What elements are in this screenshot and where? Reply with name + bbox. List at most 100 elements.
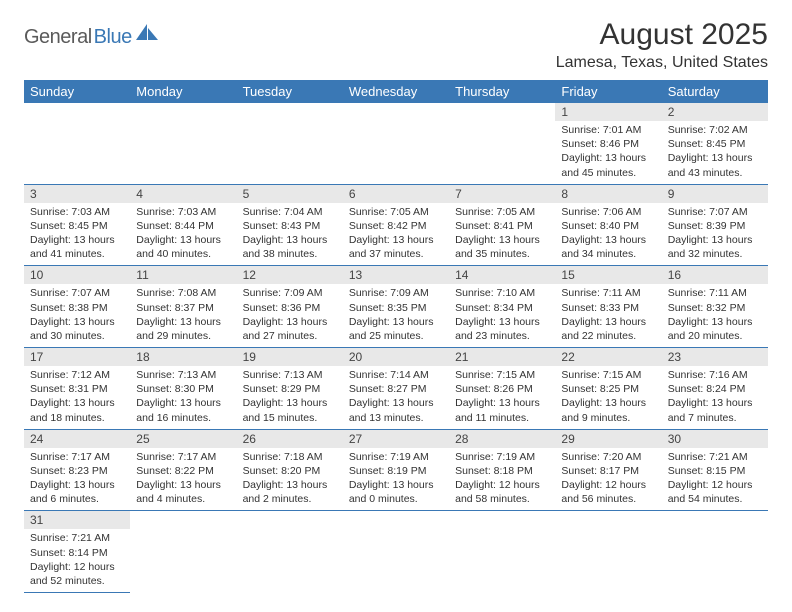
day-number: 9	[662, 185, 768, 203]
weekday-header: Wednesday	[343, 80, 449, 103]
calendar-day-cell: 26Sunrise: 7:18 AMSunset: 8:20 PMDayligh…	[237, 429, 343, 511]
calendar-day-cell	[130, 103, 236, 184]
day-number: 16	[662, 266, 768, 284]
day-number: 18	[130, 348, 236, 366]
weekday-header: Tuesday	[237, 80, 343, 103]
calendar-week-row: 31Sunrise: 7:21 AMSunset: 8:14 PMDayligh…	[24, 511, 768, 593]
calendar-day-cell: 5Sunrise: 7:04 AMSunset: 8:43 PMDaylight…	[237, 184, 343, 266]
day-info: Sunrise: 7:07 AMSunset: 8:38 PMDaylight:…	[24, 284, 130, 347]
calendar-day-cell	[237, 103, 343, 184]
day-number: 13	[343, 266, 449, 284]
calendar-day-cell: 16Sunrise: 7:11 AMSunset: 8:32 PMDayligh…	[662, 266, 768, 348]
calendar-day-cell: 8Sunrise: 7:06 AMSunset: 8:40 PMDaylight…	[555, 184, 661, 266]
calendar-day-cell: 21Sunrise: 7:15 AMSunset: 8:26 PMDayligh…	[449, 348, 555, 430]
weekday-header: Sunday	[24, 80, 130, 103]
day-number: 20	[343, 348, 449, 366]
day-info: Sunrise: 7:11 AMSunset: 8:33 PMDaylight:…	[555, 284, 661, 347]
weekday-header-row: SundayMondayTuesdayWednesdayThursdayFrid…	[24, 80, 768, 103]
day-number: 14	[449, 266, 555, 284]
title-block: August 2025 Lamesa, Texas, United States	[556, 18, 768, 72]
day-number: 17	[24, 348, 130, 366]
day-number: 26	[237, 430, 343, 448]
calendar-day-cell: 24Sunrise: 7:17 AMSunset: 8:23 PMDayligh…	[24, 429, 130, 511]
calendar-day-cell: 10Sunrise: 7:07 AMSunset: 8:38 PMDayligh…	[24, 266, 130, 348]
calendar-day-cell: 12Sunrise: 7:09 AMSunset: 8:36 PMDayligh…	[237, 266, 343, 348]
day-info: Sunrise: 7:18 AMSunset: 8:20 PMDaylight:…	[237, 448, 343, 511]
page-title: August 2025	[556, 18, 768, 52]
day-number: 31	[24, 511, 130, 529]
logo-text-blue: Blue	[94, 26, 132, 49]
day-number: 21	[449, 348, 555, 366]
calendar-day-cell: 19Sunrise: 7:13 AMSunset: 8:29 PMDayligh…	[237, 348, 343, 430]
day-info: Sunrise: 7:17 AMSunset: 8:22 PMDaylight:…	[130, 448, 236, 511]
calendar-day-cell: 31Sunrise: 7:21 AMSunset: 8:14 PMDayligh…	[24, 511, 130, 593]
calendar-day-cell: 28Sunrise: 7:19 AMSunset: 8:18 PMDayligh…	[449, 429, 555, 511]
calendar-day-cell: 15Sunrise: 7:11 AMSunset: 8:33 PMDayligh…	[555, 266, 661, 348]
day-info: Sunrise: 7:15 AMSunset: 8:26 PMDaylight:…	[449, 366, 555, 429]
day-info: Sunrise: 7:21 AMSunset: 8:15 PMDaylight:…	[662, 448, 768, 511]
day-info: Sunrise: 7:12 AMSunset: 8:31 PMDaylight:…	[24, 366, 130, 429]
calendar-day-cell	[343, 511, 449, 593]
calendar-day-cell	[237, 511, 343, 593]
calendar-day-cell: 7Sunrise: 7:05 AMSunset: 8:41 PMDaylight…	[449, 184, 555, 266]
calendar-day-cell: 25Sunrise: 7:17 AMSunset: 8:22 PMDayligh…	[130, 429, 236, 511]
day-number: 7	[449, 185, 555, 203]
calendar-day-cell: 27Sunrise: 7:19 AMSunset: 8:19 PMDayligh…	[343, 429, 449, 511]
calendar-day-cell: 4Sunrise: 7:03 AMSunset: 8:44 PMDaylight…	[130, 184, 236, 266]
weekday-header: Saturday	[662, 80, 768, 103]
calendar-week-row: 24Sunrise: 7:17 AMSunset: 8:23 PMDayligh…	[24, 429, 768, 511]
day-info: Sunrise: 7:13 AMSunset: 8:29 PMDaylight:…	[237, 366, 343, 429]
day-number: 19	[237, 348, 343, 366]
day-number: 11	[130, 266, 236, 284]
calendar-day-cell: 30Sunrise: 7:21 AMSunset: 8:15 PMDayligh…	[662, 429, 768, 511]
calendar-day-cell: 20Sunrise: 7:14 AMSunset: 8:27 PMDayligh…	[343, 348, 449, 430]
day-info: Sunrise: 7:21 AMSunset: 8:14 PMDaylight:…	[24, 529, 130, 592]
calendar-day-cell: 29Sunrise: 7:20 AMSunset: 8:17 PMDayligh…	[555, 429, 661, 511]
calendar-table: SundayMondayTuesdayWednesdayThursdayFrid…	[24, 80, 768, 593]
calendar-day-cell	[343, 103, 449, 184]
logo-text-general: General	[24, 26, 92, 49]
weekday-header: Thursday	[449, 80, 555, 103]
day-number: 2	[662, 103, 768, 121]
calendar-week-row: 3Sunrise: 7:03 AMSunset: 8:45 PMDaylight…	[24, 184, 768, 266]
day-info: Sunrise: 7:20 AMSunset: 8:17 PMDaylight:…	[555, 448, 661, 511]
day-number: 1	[555, 103, 661, 121]
day-number: 15	[555, 266, 661, 284]
weekday-header: Friday	[555, 80, 661, 103]
day-info: Sunrise: 7:16 AMSunset: 8:24 PMDaylight:…	[662, 366, 768, 429]
day-info: Sunrise: 7:03 AMSunset: 8:45 PMDaylight:…	[24, 203, 130, 266]
calendar-day-cell: 23Sunrise: 7:16 AMSunset: 8:24 PMDayligh…	[662, 348, 768, 430]
calendar-week-row: 10Sunrise: 7:07 AMSunset: 8:38 PMDayligh…	[24, 266, 768, 348]
day-info: Sunrise: 7:14 AMSunset: 8:27 PMDaylight:…	[343, 366, 449, 429]
day-number: 22	[555, 348, 661, 366]
day-info: Sunrise: 7:19 AMSunset: 8:19 PMDaylight:…	[343, 448, 449, 511]
day-info: Sunrise: 7:02 AMSunset: 8:45 PMDaylight:…	[662, 121, 768, 184]
calendar-day-cell: 13Sunrise: 7:09 AMSunset: 8:35 PMDayligh…	[343, 266, 449, 348]
calendar-day-cell	[24, 103, 130, 184]
day-info: Sunrise: 7:03 AMSunset: 8:44 PMDaylight:…	[130, 203, 236, 266]
day-info: Sunrise: 7:15 AMSunset: 8:25 PMDaylight:…	[555, 366, 661, 429]
calendar-day-cell: 3Sunrise: 7:03 AMSunset: 8:45 PMDaylight…	[24, 184, 130, 266]
day-number: 27	[343, 430, 449, 448]
calendar-day-cell: 6Sunrise: 7:05 AMSunset: 8:42 PMDaylight…	[343, 184, 449, 266]
calendar-day-cell: 1Sunrise: 7:01 AMSunset: 8:46 PMDaylight…	[555, 103, 661, 184]
calendar-day-cell: 11Sunrise: 7:08 AMSunset: 8:37 PMDayligh…	[130, 266, 236, 348]
weekday-header: Monday	[130, 80, 236, 103]
day-number: 10	[24, 266, 130, 284]
day-number: 4	[130, 185, 236, 203]
day-number: 23	[662, 348, 768, 366]
sail-icon	[136, 24, 158, 45]
day-info: Sunrise: 7:19 AMSunset: 8:18 PMDaylight:…	[449, 448, 555, 511]
day-number: 24	[24, 430, 130, 448]
calendar-day-cell: 18Sunrise: 7:13 AMSunset: 8:30 PMDayligh…	[130, 348, 236, 430]
calendar-week-row: 17Sunrise: 7:12 AMSunset: 8:31 PMDayligh…	[24, 348, 768, 430]
day-info: Sunrise: 7:06 AMSunset: 8:40 PMDaylight:…	[555, 203, 661, 266]
calendar-day-cell: 22Sunrise: 7:15 AMSunset: 8:25 PMDayligh…	[555, 348, 661, 430]
day-info: Sunrise: 7:05 AMSunset: 8:41 PMDaylight:…	[449, 203, 555, 266]
calendar-day-cell: 17Sunrise: 7:12 AMSunset: 8:31 PMDayligh…	[24, 348, 130, 430]
calendar-day-cell	[449, 103, 555, 184]
calendar-day-cell: 14Sunrise: 7:10 AMSunset: 8:34 PMDayligh…	[449, 266, 555, 348]
calendar-day-cell: 2Sunrise: 7:02 AMSunset: 8:45 PMDaylight…	[662, 103, 768, 184]
day-number: 12	[237, 266, 343, 284]
day-info: Sunrise: 7:10 AMSunset: 8:34 PMDaylight:…	[449, 284, 555, 347]
